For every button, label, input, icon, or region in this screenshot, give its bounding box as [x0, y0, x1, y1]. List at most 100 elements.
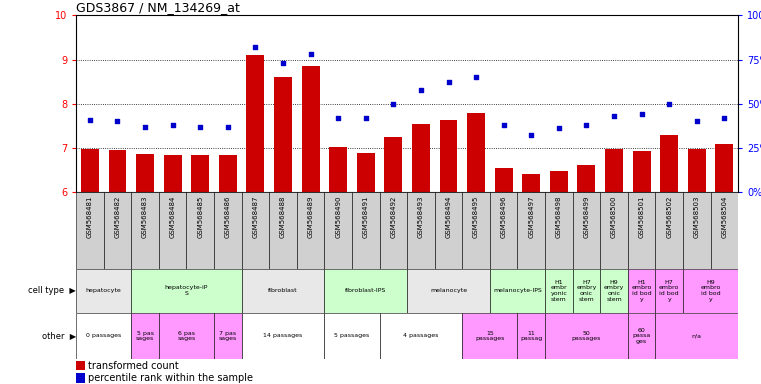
Bar	[242, 269, 324, 313]
Bar	[242, 313, 324, 359]
Text: 15
passages: 15 passages	[475, 331, 505, 341]
Text: hepatocyte: hepatocyte	[86, 288, 122, 293]
Point	[167, 122, 179, 128]
Bar	[76, 192, 103, 269]
Bar	[219, 156, 237, 192]
Bar	[407, 269, 490, 313]
Bar	[297, 192, 324, 269]
Bar	[324, 192, 352, 269]
Text: 0 passages: 0 passages	[86, 333, 121, 339]
Point	[498, 122, 510, 128]
Text: GSM568492: GSM568492	[390, 196, 396, 238]
Bar	[76, 361, 84, 370]
Bar	[683, 269, 738, 313]
Text: GSM568495: GSM568495	[473, 196, 479, 238]
Bar	[301, 66, 320, 192]
Bar	[186, 192, 214, 269]
Point	[552, 125, 565, 131]
Bar	[269, 192, 297, 269]
Text: 4 passages: 4 passages	[403, 333, 438, 339]
Bar	[132, 192, 159, 269]
Bar	[191, 155, 209, 192]
Text: GSM568500: GSM568500	[611, 196, 617, 238]
Text: GSM568488: GSM568488	[280, 196, 286, 238]
Bar	[357, 153, 374, 192]
Text: 7 pas
sages: 7 pas sages	[218, 331, 237, 341]
Bar	[467, 113, 485, 192]
Point	[84, 116, 96, 122]
Bar	[164, 155, 182, 192]
Text: transformed count: transformed count	[88, 361, 179, 371]
Text: n/a: n/a	[692, 333, 702, 339]
Bar	[628, 313, 655, 359]
Text: H9
embry
onic
stem: H9 embry onic stem	[603, 280, 624, 302]
Point	[525, 132, 537, 139]
Bar	[76, 313, 132, 359]
Bar	[545, 192, 572, 269]
Text: H7
embry
onic
stem: H7 embry onic stem	[576, 280, 597, 302]
Point	[332, 115, 344, 121]
Text: H1
embro
id bod
y: H1 embro id bod y	[632, 280, 652, 302]
Bar	[380, 192, 407, 269]
Point	[635, 111, 648, 118]
Bar	[683, 192, 711, 269]
Bar	[159, 192, 186, 269]
Text: GSM568483: GSM568483	[142, 196, 148, 238]
Text: percentile rank within the sample: percentile rank within the sample	[88, 373, 253, 383]
Text: GSM568489: GSM568489	[307, 196, 314, 238]
Bar	[522, 174, 540, 192]
Text: GSM568497: GSM568497	[528, 196, 534, 238]
Point	[608, 113, 620, 119]
Text: 60
passa
ges: 60 passa ges	[632, 328, 651, 344]
Bar	[103, 192, 132, 269]
Bar	[159, 313, 214, 359]
Text: 5 pas
sages: 5 pas sages	[136, 331, 154, 341]
Bar	[600, 192, 628, 269]
Text: H1
embr
yonic
stem: H1 embr yonic stem	[550, 280, 567, 302]
Bar	[495, 168, 513, 192]
Text: hepatocyte-iP
S: hepatocyte-iP S	[165, 285, 208, 296]
Bar	[632, 151, 651, 192]
Point	[250, 44, 262, 50]
Point	[470, 74, 482, 80]
Text: melanocyte-IPS: melanocyte-IPS	[493, 288, 542, 293]
Text: 11
passag: 11 passag	[521, 331, 543, 341]
Bar	[711, 192, 738, 269]
Bar	[628, 269, 655, 313]
Text: melanocyte: melanocyte	[430, 288, 467, 293]
Text: GSM568486: GSM568486	[224, 196, 231, 238]
Text: GSM568491: GSM568491	[363, 196, 369, 238]
Text: fibroblast-IPS: fibroblast-IPS	[345, 288, 387, 293]
Point	[360, 115, 372, 121]
Text: GSM568494: GSM568494	[445, 196, 451, 238]
Text: GSM568493: GSM568493	[418, 196, 424, 238]
Bar	[550, 171, 568, 192]
Bar	[324, 313, 380, 359]
Bar	[81, 149, 99, 192]
Bar	[490, 269, 545, 313]
Bar	[628, 192, 655, 269]
Bar	[109, 150, 126, 192]
Text: GSM568499: GSM568499	[584, 196, 590, 238]
Point	[277, 60, 289, 66]
Bar	[247, 55, 264, 192]
Text: 14 passages: 14 passages	[263, 333, 303, 339]
Bar	[214, 313, 242, 359]
Bar	[572, 269, 600, 313]
Bar	[490, 192, 517, 269]
Bar	[661, 136, 678, 192]
Text: H9
embro
id bod
y: H9 embro id bod y	[700, 280, 721, 302]
Point	[663, 101, 675, 107]
Bar	[517, 192, 545, 269]
Bar	[572, 192, 600, 269]
Bar	[715, 144, 734, 192]
Bar	[600, 269, 628, 313]
Bar	[407, 192, 435, 269]
Point	[691, 118, 703, 124]
Bar	[517, 313, 545, 359]
Text: 6 pas
sages: 6 pas sages	[177, 331, 196, 341]
Point	[415, 86, 427, 93]
Bar	[435, 192, 462, 269]
Bar	[76, 269, 132, 313]
Text: GSM568485: GSM568485	[197, 196, 203, 238]
